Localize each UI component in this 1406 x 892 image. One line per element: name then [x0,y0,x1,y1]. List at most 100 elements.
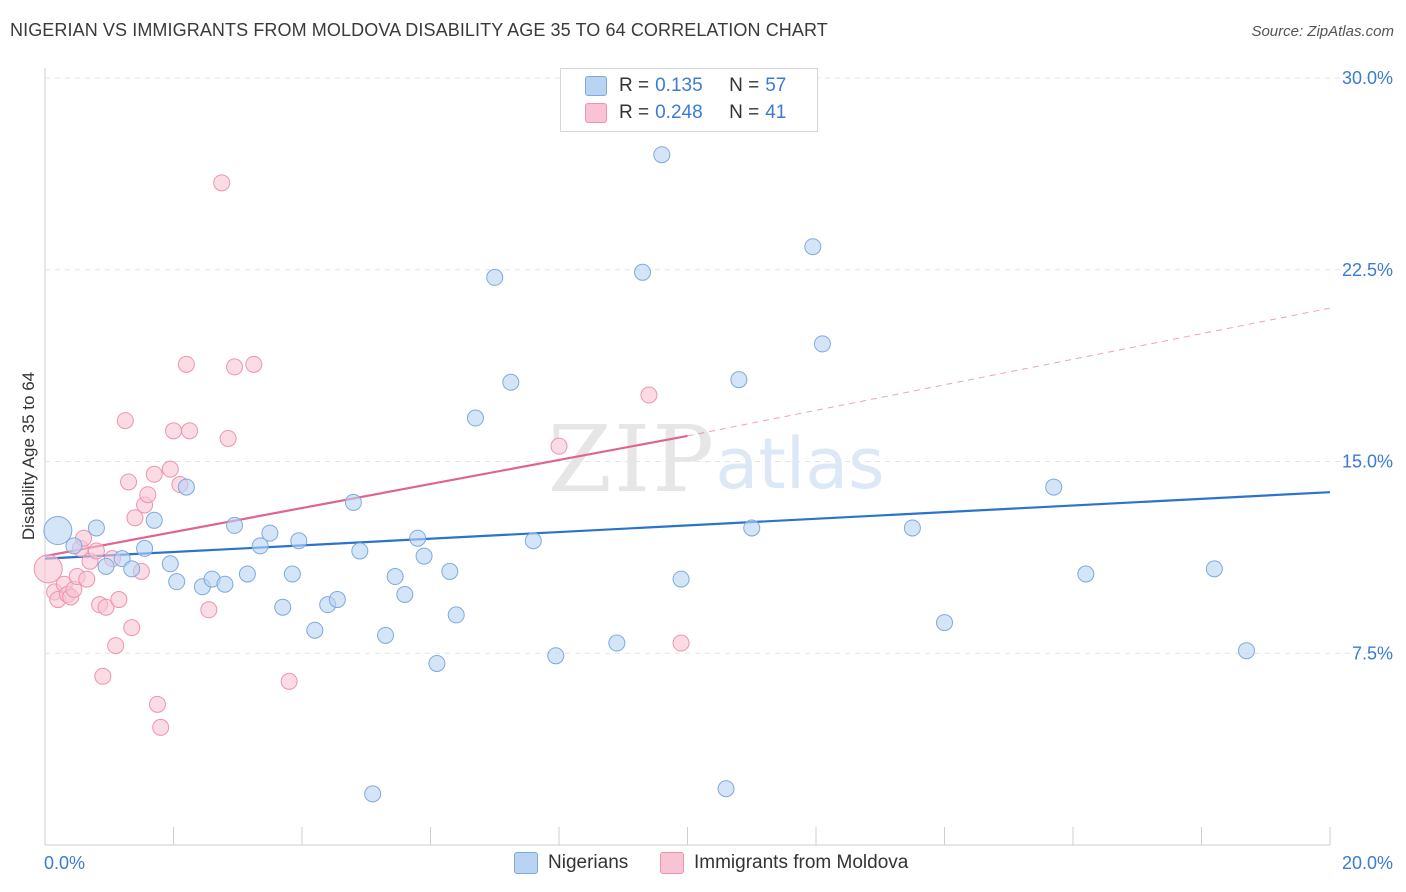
moldova-point [152,718,170,736]
legend-label-moldova: Immigrants from Moldova [694,852,909,873]
moldova-point [78,570,96,588]
moldova-point [116,412,134,430]
moldova-point [226,358,244,376]
y-tick-label: 22.5% [1342,260,1393,280]
moldova-point [126,509,144,527]
legend-n-label: N = [729,75,760,96]
watermark-zip: ZIP [548,406,716,513]
legend-item-nigerians: Nigerians [514,852,628,874]
nigerians-point [608,634,626,652]
y-tick-label: 30.0% [1342,68,1393,88]
nigerians-point [502,373,520,391]
moldova-point [550,437,568,455]
nigerians-point [65,537,83,555]
legend-row-moldova: R = 0.248 N = 41 [585,100,786,126]
nigerians-point [261,524,279,542]
nigerians-point [136,539,154,557]
moldova-point [200,601,218,619]
nigerians-point [97,557,115,575]
legend-label-nigerians: Nigerians [548,852,629,873]
nigerians-point [283,565,301,583]
y-axis-label: Disability Age 35 to 64 [19,372,38,540]
nigerians-point [251,537,269,555]
moldova-point [245,355,263,373]
moldova-point [181,422,199,440]
moldova-point [110,591,128,609]
nigerians-point [804,238,822,256]
nigerians-point [547,647,565,665]
chart-title: NIGERIAN VS IMMIGRANTS FROM MOLDOVA DISA… [10,20,828,40]
legend-swatch-pink [585,103,607,123]
moldova-point [148,695,166,713]
legend-r-label: R = [619,75,650,96]
nigerians-point [290,532,308,550]
moldova-point [672,634,690,652]
nigerians-point [415,547,433,565]
legend-row-nigerians: R = 0.135 N = 57 [585,73,786,99]
axes [44,68,1331,846]
moldova-trend-extension [687,307,1331,437]
moldova-point [640,386,658,404]
nigerians-point [396,585,414,603]
nigerians-point [161,555,179,573]
nigerians-point [717,780,735,798]
correlation-legend: R = 0.135 N = 57 R = 0.248 N = 41 [560,68,818,132]
nigerians-point [743,519,761,537]
legend-swatch-blue [585,76,607,96]
nigerians-point [216,575,234,593]
nigerians-point [409,529,427,547]
nigerians-point [123,560,141,578]
legend-n-label: N = [729,102,760,123]
nigerians-point [466,409,484,427]
x-tick-label: 20.0% [1342,853,1393,873]
moldova-point [123,619,141,637]
nigerians-point [351,542,369,560]
legend-r-value: 0.248 [655,102,703,123]
moldova-point [107,637,125,655]
nigerians-point [274,598,292,616]
nigerians-point [168,573,186,591]
gridlines [45,77,1380,654]
moldova-point [161,460,179,478]
nigerians-point [428,654,446,672]
nigerians-point [1077,565,1095,583]
nigerians-point [672,570,690,588]
nigerians-point [177,478,195,496]
nigerians-point [634,263,652,281]
moldova-point [280,672,298,690]
moldova-point [87,542,105,560]
moldova-point [177,355,195,373]
legend-swatch-blue [514,852,538,874]
nigerians-point [447,606,465,624]
moldova-point [219,429,237,447]
legend-r-label: R = [619,102,650,123]
nigerians-point [936,614,953,632]
data-points [33,146,1255,803]
nigerians-point [328,591,346,609]
y-tick-label: 15.0% [1342,452,1393,472]
nigerians-point [238,565,256,583]
nigerians-point [1205,560,1223,578]
moldova-point [145,465,163,483]
watermark: ZIP atlas [548,406,885,513]
nigerians-point [43,516,73,546]
nigerians-point [653,146,671,164]
nigerians-point [486,268,504,286]
moldova-point [213,174,231,192]
moldova-point [94,667,112,685]
nigerians-point [306,621,324,639]
nigerians-point [813,335,831,353]
moldova-point [97,598,115,616]
nigerians-point [903,519,921,537]
y-tick-label: 7.5% [1352,643,1393,663]
nigerians-point [524,532,542,550]
legend-n-value: 57 [765,75,787,96]
legend-n-value: 41 [765,102,787,123]
moldova-trend-line [44,434,688,558]
nigerians-point [145,511,163,529]
nigerians-point [1237,642,1255,660]
nigerians-point [377,626,395,644]
tick-labels: 7.5% 15.0% 22.5% 30.0% 0.0% 20.0% [44,68,1393,873]
legend-r-value: 0.135 [655,75,703,96]
moldova-point [139,486,157,504]
